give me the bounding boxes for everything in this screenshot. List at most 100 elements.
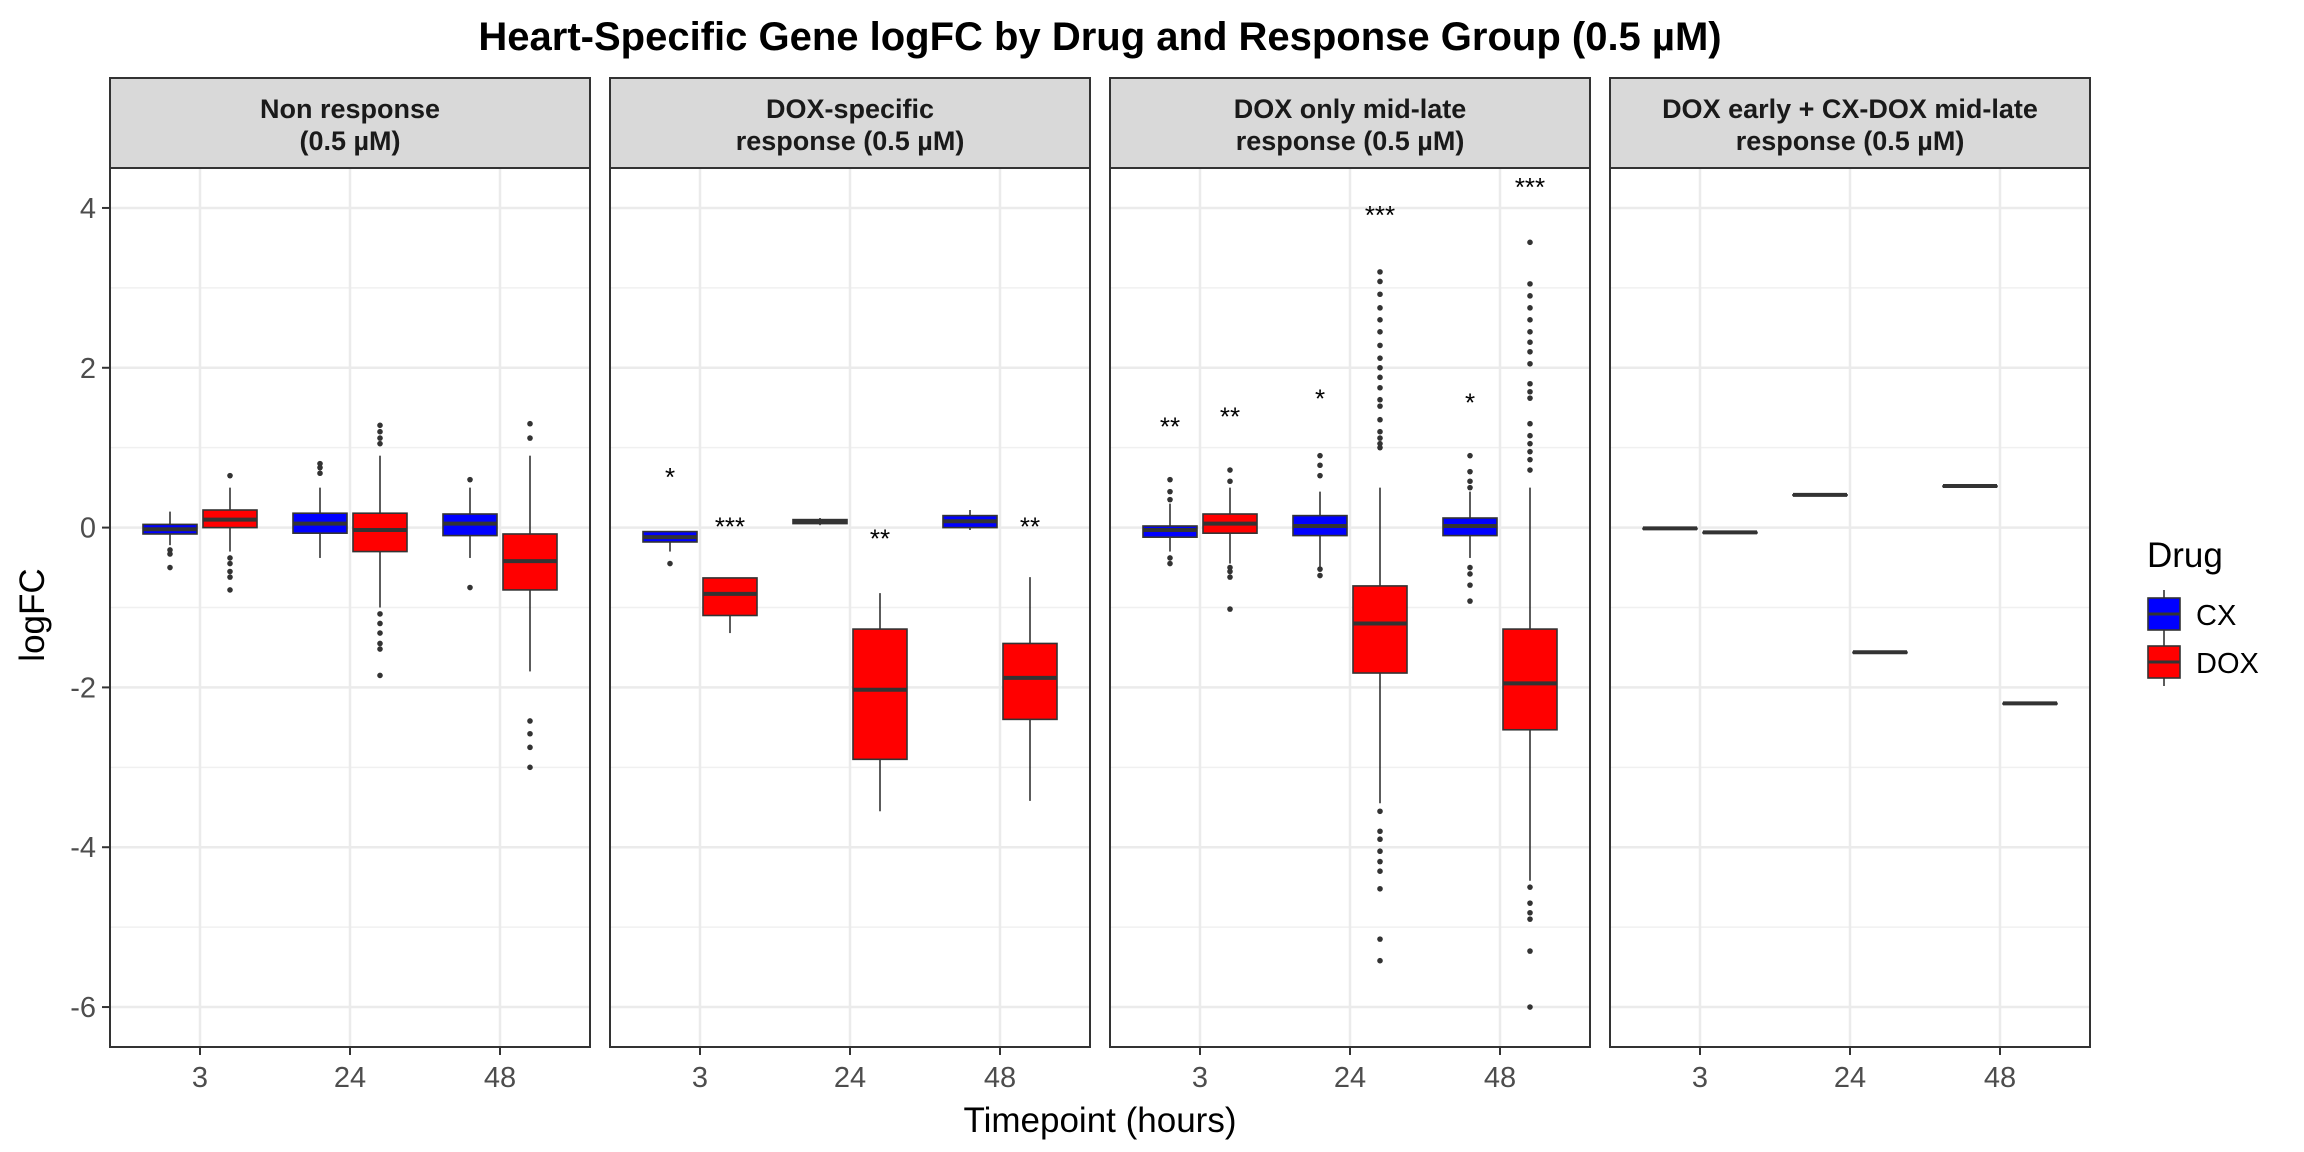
outlier-point [1167,496,1173,503]
outlier-point [1377,278,1383,285]
outlier-point [377,646,383,652]
outlier-point [1317,572,1323,579]
outlier-point [227,560,233,567]
outlier-point [1167,476,1173,483]
outlier-point [1377,428,1383,435]
outlier-point [1167,488,1173,495]
outlier-point [1227,574,1233,580]
outlier-point [1527,388,1533,395]
outlier-point [1527,317,1533,323]
outlier-point [667,560,673,567]
outlier-point [1527,467,1533,473]
outlier-point [1527,380,1533,387]
outlier-point [377,620,383,627]
outlier-point [1527,339,1533,346]
box-cx-24h [292,460,348,558]
outlier-point [1467,484,1473,491]
outlier-point [317,464,323,471]
box-dox-3h [1702,530,1758,535]
significance-label: ** [1160,412,1180,442]
box [352,512,408,553]
outlier-point [1527,884,1533,890]
outlier-point [527,435,533,441]
outlier-point [1317,566,1323,572]
facet-strip-label: DOX-specific [766,94,934,124]
outlier-point [527,764,533,771]
outlier-point [1467,571,1473,577]
outlier-point [1467,452,1473,459]
outlier-point [1467,468,1473,475]
outlier-point [1527,448,1533,455]
outlier-point [1377,444,1383,451]
box-dox-3h [202,472,258,593]
x-tick-label: 3 [692,1062,708,1094]
outlier-point [1527,420,1533,427]
x-tick-label: 3 [192,1062,208,1094]
outlier-point [1167,555,1173,561]
facet-strip-label: DOX only mid-late [1234,94,1467,124]
y-tick-label: 0 [80,513,96,545]
facet-strip-label: response (0.5 µM) [1236,126,1465,156]
box-dox-3h [1202,467,1258,612]
outlier-point [317,470,323,477]
x-tick-label: 24 [1834,1062,1866,1094]
legend-label: DOX [2196,648,2259,680]
outlier-point [1377,868,1383,874]
box-dox-48h [1002,577,1058,801]
outlier-point [1467,564,1473,571]
box-cx-48h [442,476,498,591]
outlier-point [1527,348,1533,355]
outlier-point [1377,269,1383,275]
outlier-point [1527,900,1533,906]
outlier-point [1377,396,1383,403]
outlier-point [1527,916,1533,922]
box-dox-24h [852,593,908,812]
outlier-point [227,555,233,561]
outlier-point [1527,395,1533,401]
outlier-point [1527,360,1533,367]
x-axis-title: Timepoint (hours) [964,1101,1237,1140]
panels-layer: Non response(0.5 µM)3 24 48DOX-specificres… [109,77,2091,1094]
box-cx-24h [1292,452,1348,579]
outlier-point [527,718,533,724]
outlier-point [1377,416,1383,423]
significance-label: *** [715,512,745,542]
outlier-point [1377,364,1383,371]
significance-label: ** [1020,512,1040,542]
significance-label: ** [1220,401,1240,431]
facet-strip-label: Non response [260,94,440,124]
outlier-point [1527,440,1533,447]
y-axis: 4 2 0 -2 -4 -6 [70,193,110,1024]
box [852,628,908,761]
outlier-point [467,476,473,483]
outlier-point [1377,403,1383,409]
y-tick-label: -2 [70,672,96,704]
outlier-point [1377,384,1383,391]
outlier-point [1167,560,1173,567]
legend-item-dox: DOX [2147,638,2259,686]
outlier-point [1467,478,1473,485]
x-tick-label: 48 [484,1062,516,1094]
outlier-point [377,630,383,636]
box-dox-3h [702,577,758,634]
outlier-point [167,564,173,571]
legend-items: CX DOX [2147,590,2259,686]
outlier-point [377,672,383,679]
outlier-point [1377,440,1383,447]
box-cx-24h [792,518,848,526]
facet-strip [109,77,591,169]
x-tick-label: 48 [1484,1062,1516,1094]
outlier-point [1467,582,1473,588]
x-tick-label: 3 [1692,1062,1708,1094]
outlier-point [1377,936,1383,942]
outlier-point [1377,808,1383,815]
x-tick-label: 48 [1984,1062,2016,1094]
outlier-point [227,587,233,593]
outlier-point [377,611,383,617]
box-cx-48h [942,510,998,530]
outlier-point [227,568,233,575]
outlier-point [377,428,383,435]
outlier-point [1527,293,1533,299]
